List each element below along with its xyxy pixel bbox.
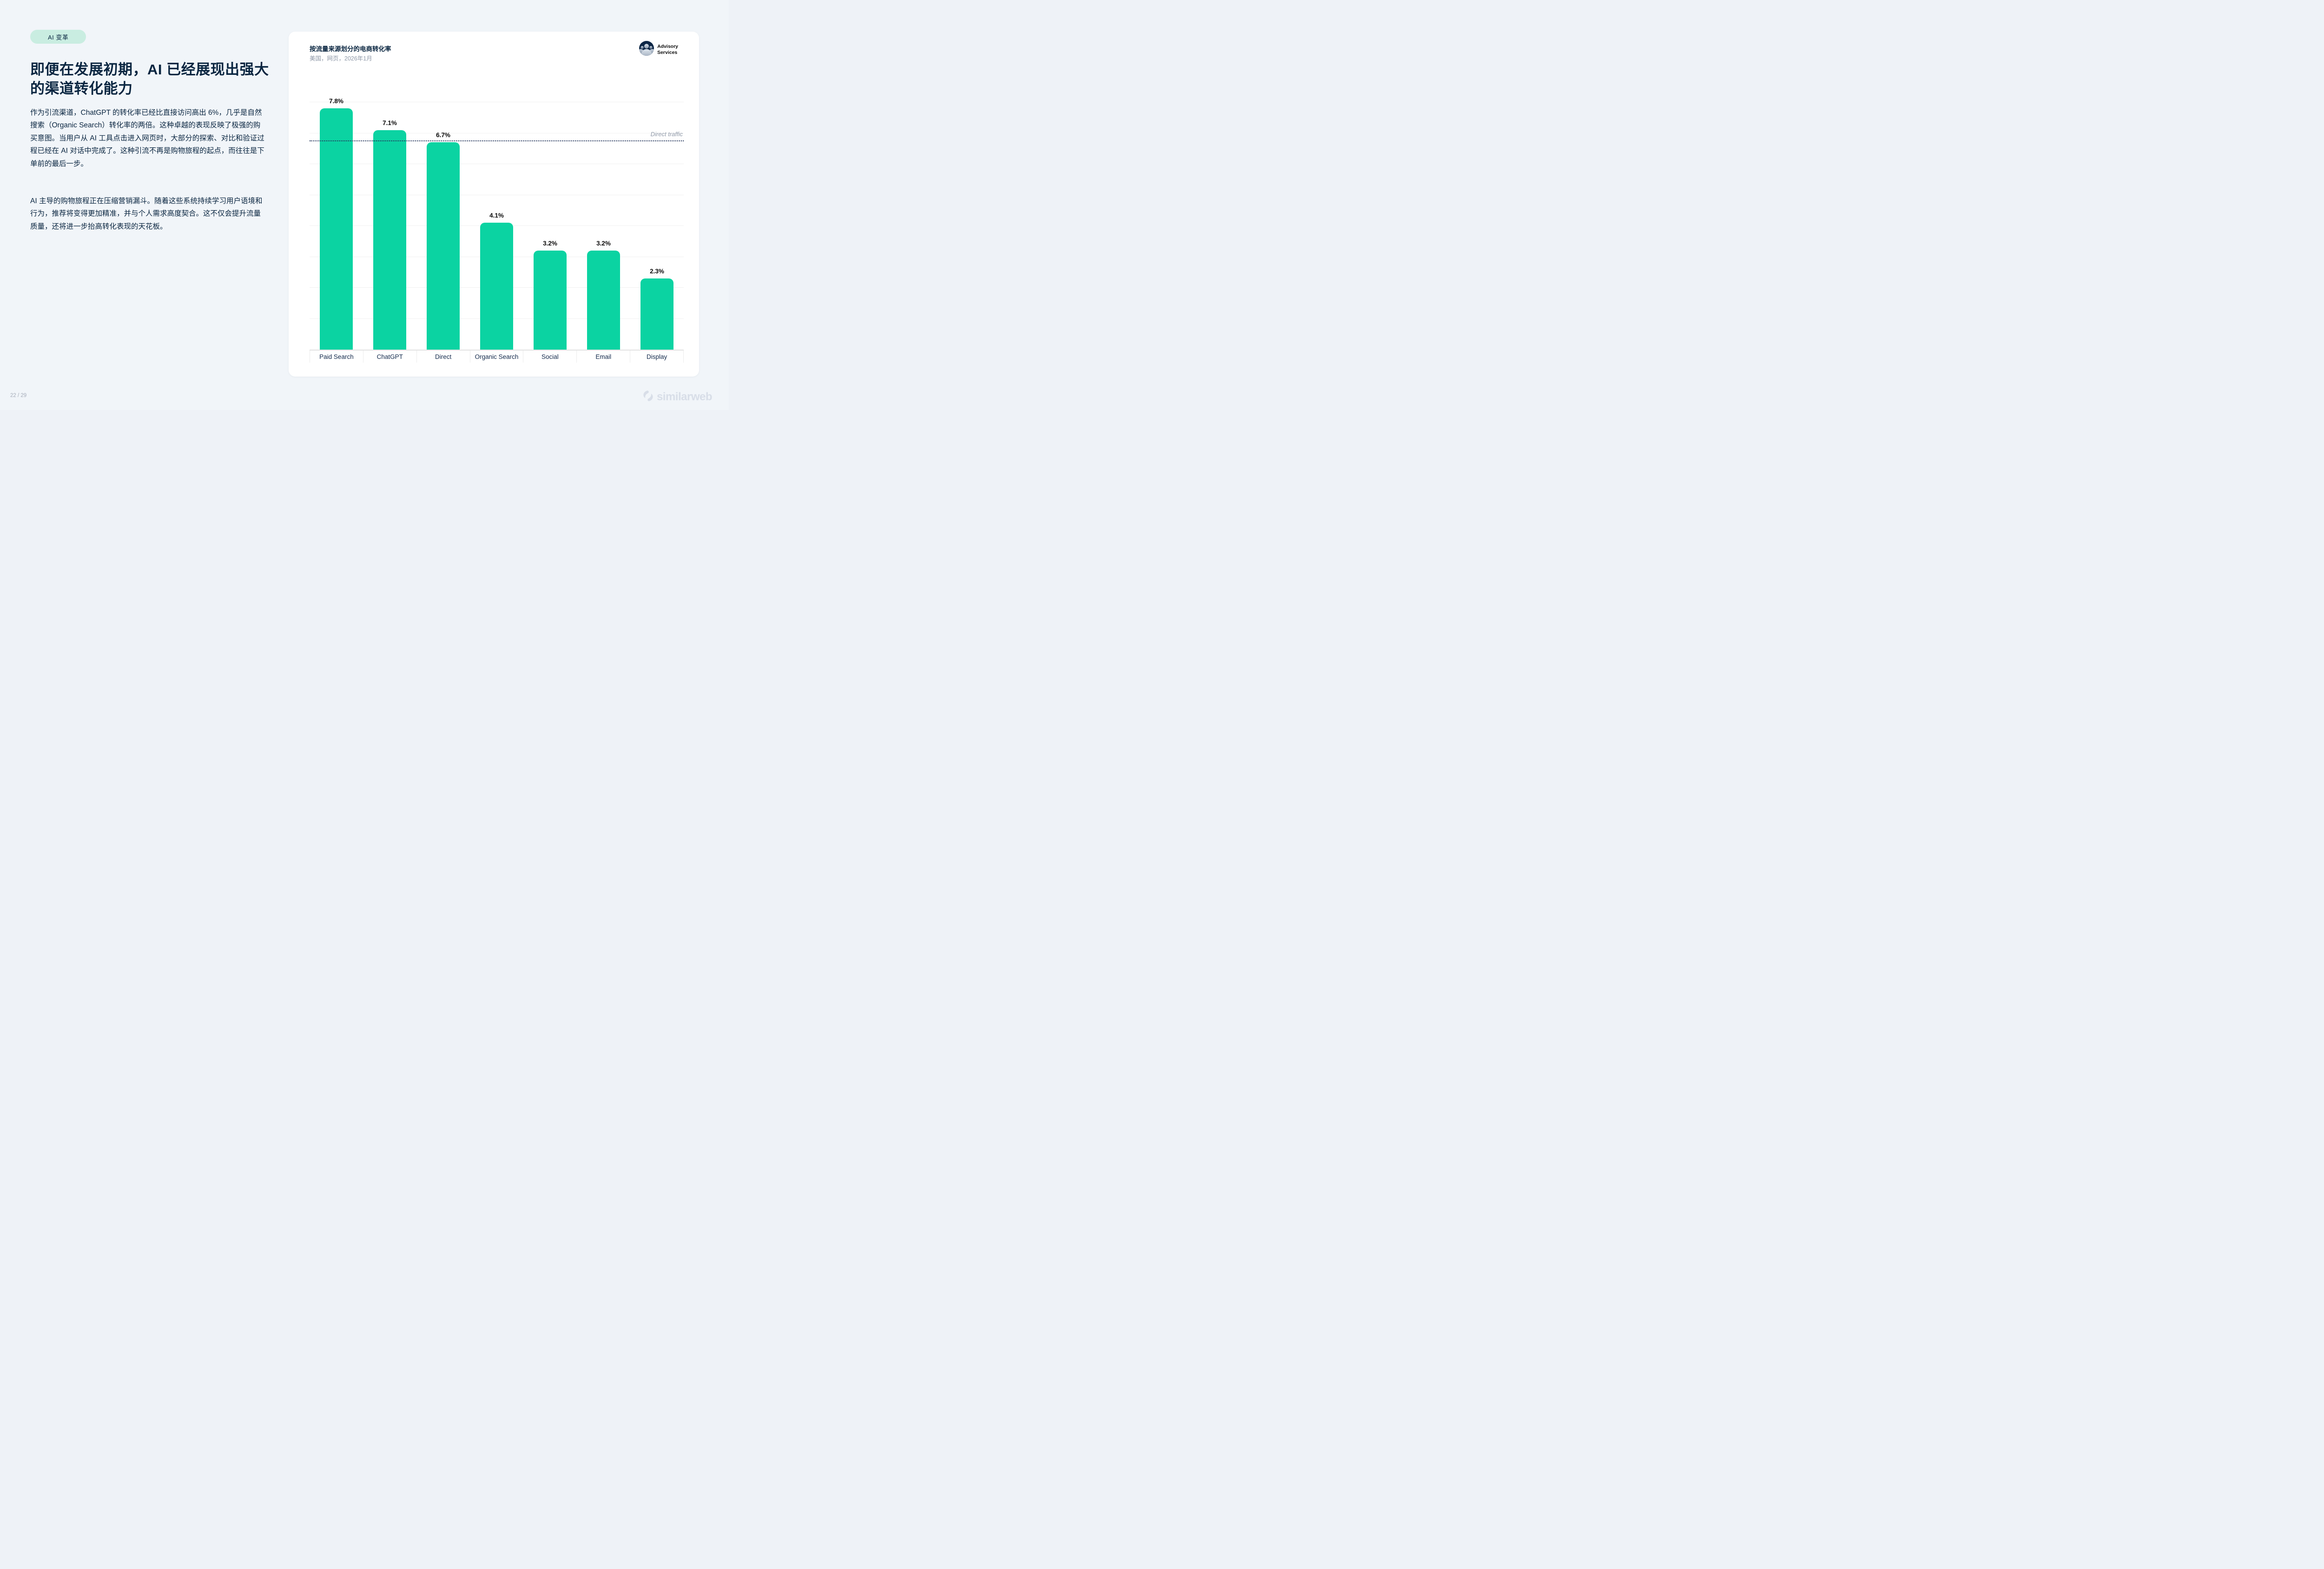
bar-paid-search — [320, 108, 353, 350]
similarweb-droplet-icon — [642, 390, 654, 404]
page-number: 22 / 29 — [10, 393, 27, 398]
bar-direct — [427, 142, 460, 350]
x-label-chatgpt: ChatGPT — [363, 351, 416, 363]
bar-cell-paid-search: 7.8% — [310, 98, 363, 350]
slide-title: 即便在发展初期，AI 已经展现出强大的渠道转化能力 — [30, 60, 277, 99]
bar-social — [534, 251, 567, 350]
bar-display — [640, 278, 673, 350]
bar-chatgpt — [373, 130, 406, 350]
similarweb-logo: similarweb — [642, 390, 713, 404]
chart-plot: 7.8% 7.1% 6.7% 4.1% 3.2% 3.2% 2.3% Direct traff… — [310, 98, 684, 350]
chart-subtitle: 美国，网页，2026年1月 — [310, 55, 372, 62]
bar-cell-organic-search: 4.1% — [470, 101, 523, 350]
similarweb-wordmark: similarweb — [656, 391, 713, 403]
body-paragraph-2: AI 主导的购物旅程正在压缩营销漏斗。随着这些系统持续学习用户语境和行为，推荐将… — [30, 197, 263, 231]
slide-title-emphasis: AI — [147, 61, 162, 78]
x-label-paid-search: Paid Search — [310, 351, 363, 363]
topic-badge-label: AI 变革 — [48, 33, 69, 41]
x-label-email: Email — [576, 351, 630, 363]
x-label-social: Social — [523, 351, 576, 363]
body-paragraph-1: 作为引流渠道，ChatGPT 的转化率已经比直接访问高出 6%，几乎是自然搜索（… — [30, 108, 264, 168]
bar-value-social: 3.2% — [543, 240, 557, 247]
advisory-people-icon — [639, 41, 654, 58]
bar-value-paid-search: 7.8% — [329, 98, 343, 105]
x-label-display: Display — [630, 351, 684, 363]
bar-email — [587, 251, 620, 350]
bar-cell-email: 3.2% — [577, 101, 630, 350]
chart-x-axis: Paid Search ChatGPT Direct Organic Search So… — [310, 350, 684, 363]
direct-traffic-reference-label: Direct traffic — [650, 131, 683, 138]
chart-card: 按流量来源划分的电商转化率 美国，网页，2026年1月 — [289, 32, 699, 377]
direct-traffic-reference-line — [310, 140, 684, 142]
chart-title: 按流量来源划分的电商转化率 — [310, 46, 391, 53]
slide-title-pre: 即便在发展初期， — [30, 61, 147, 78]
topic-badge: AI 变革 — [30, 30, 86, 44]
bar-value-display: 2.3% — [650, 268, 664, 275]
advisory-line2: Services — [657, 49, 678, 55]
slide-title-post: 已经展现出强大的渠道转化能力 — [30, 61, 269, 97]
advisory-services-label: Advisory Services — [657, 44, 678, 55]
advisory-services-logo: Advisory Services — [639, 41, 678, 58]
bar-value-organic-search: 4.1% — [489, 212, 504, 219]
bar-value-direct: 6.7% — [436, 132, 450, 139]
slide: AI 变革 即便在发展初期，AI 已经展现出强大的渠道转化能力 作为引流渠道，C… — [0, 0, 729, 410]
x-label-direct: Direct — [416, 351, 470, 363]
bar-organic-search — [480, 223, 513, 350]
advisory-line1: Advisory — [657, 44, 678, 50]
bar-cell-chatgpt: 7.1% — [363, 101, 416, 350]
bar-value-email: 3.2% — [596, 240, 611, 247]
bar-cell-social: 3.2% — [523, 101, 577, 350]
bar-cell-display: 2.3% — [630, 101, 684, 350]
bar-value-chatgpt: 7.1% — [383, 119, 397, 126]
bar-cell-direct: 6.7% — [416, 101, 470, 350]
x-label-organic-search: Organic Search — [469, 351, 523, 363]
